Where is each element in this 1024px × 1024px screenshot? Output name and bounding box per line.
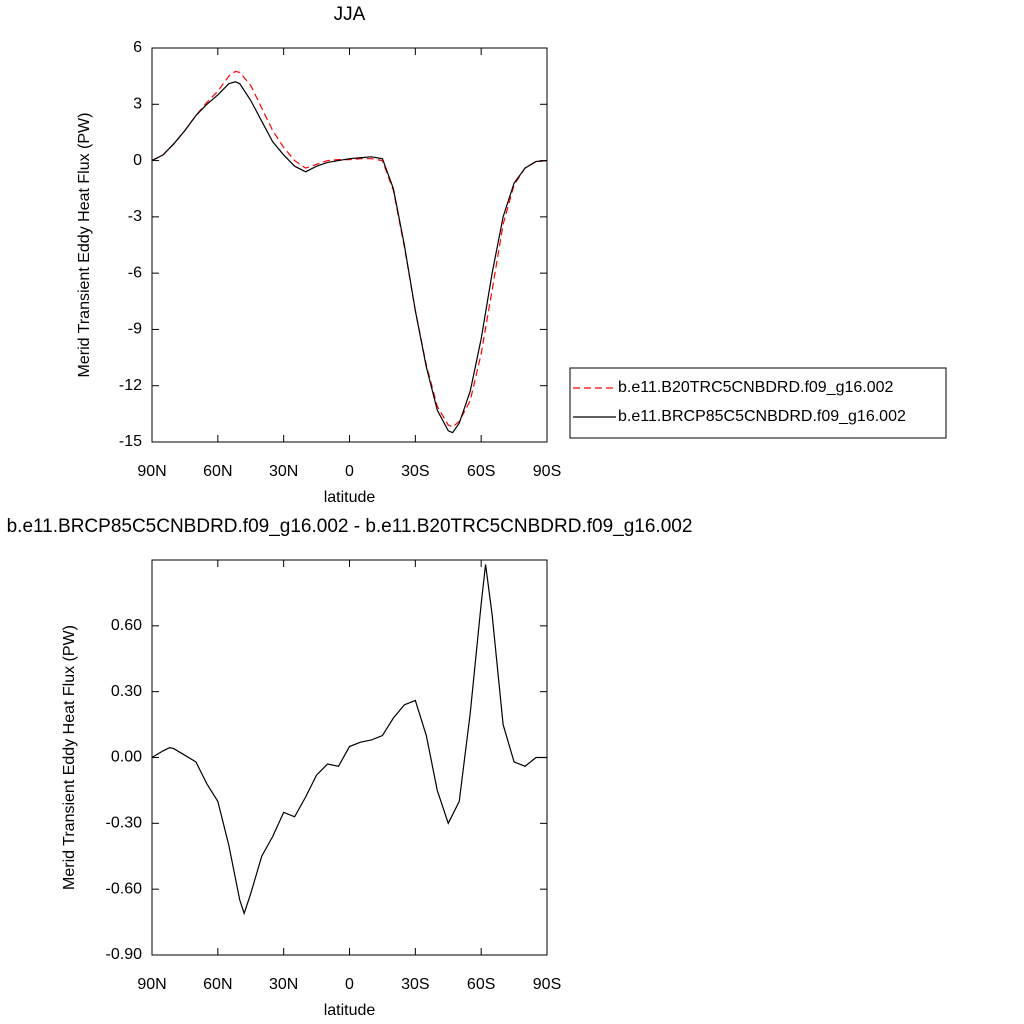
chart-title: JJA xyxy=(334,4,366,25)
y-tick-label: 0.60 xyxy=(111,617,142,634)
y-tick-label: 3 xyxy=(133,96,142,113)
y-tick-label: -15 xyxy=(119,433,142,450)
y-tick-label: -9 xyxy=(128,321,142,338)
y-tick-label: 0.30 xyxy=(111,683,142,700)
plot-frame xyxy=(151,559,548,956)
y-tick-label: -6 xyxy=(128,264,142,281)
y-tick-label: -0.30 xyxy=(106,815,143,832)
y-tick-label: -0.90 xyxy=(106,946,143,963)
legend-label: b.e11.B20TRC5CNBDRD.f09_g16.002 xyxy=(618,379,894,396)
x-tick-label: 30N xyxy=(269,463,298,480)
x-tick-label: 30S xyxy=(401,463,429,480)
y-tick-label: 0 xyxy=(133,152,142,169)
x-tick-label: 0 xyxy=(345,463,354,480)
x-tick-label: 60N xyxy=(203,976,232,993)
x-tick-label: 60N xyxy=(203,463,232,480)
x-tick-label: 60S xyxy=(467,463,495,480)
legend-box xyxy=(569,367,947,439)
y-axis-label: Merid Transient Eddy Heat Flux (PW) xyxy=(61,625,78,890)
y-tick-label: 0.00 xyxy=(111,749,142,766)
y-axis-label: Merid Transient Eddy Heat Flux (PW) xyxy=(76,113,93,378)
data-line xyxy=(151,564,547,916)
x-tick-label: 30N xyxy=(269,976,298,993)
x-tick-label: 90N xyxy=(137,463,166,480)
data-line xyxy=(151,81,548,434)
plot-frame xyxy=(151,47,548,443)
x-tick-label: 60S xyxy=(467,976,495,993)
x-tick-label: 90S xyxy=(533,976,561,993)
chart-title: b.e11.BRCP85C5CNBDRD.f09_g16.002 - b.e11… xyxy=(7,516,693,537)
x-tick-label: 90S xyxy=(533,463,561,480)
legend-label: b.e11.BRCP85C5CNBDRD.f09_g16.002 xyxy=(618,408,906,425)
y-tick-label: -0.60 xyxy=(106,880,143,897)
y-tick-label: -3 xyxy=(128,208,142,225)
x-tick-label: 0 xyxy=(345,976,354,993)
y-tick-label: -12 xyxy=(119,377,142,394)
x-axis-label: latitude xyxy=(324,1002,376,1019)
y-tick-label: 6 xyxy=(133,39,142,56)
x-axis-label: latitude xyxy=(324,489,376,506)
x-tick-label: 90N xyxy=(137,976,166,993)
x-tick-label: 30S xyxy=(401,976,429,993)
data-line xyxy=(151,70,548,428)
